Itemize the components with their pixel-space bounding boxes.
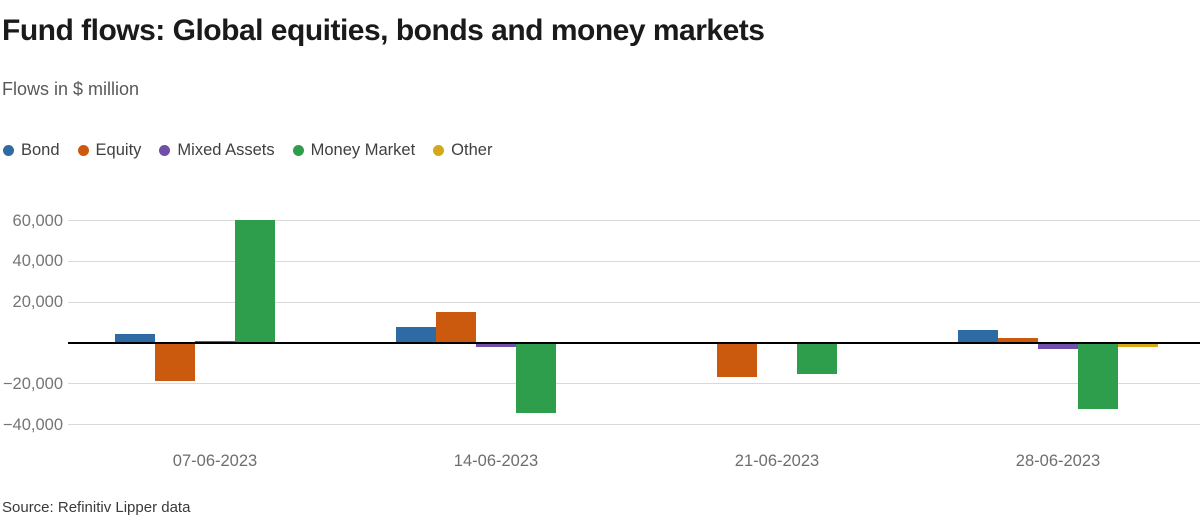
bar-money-market-07-06-2023 bbox=[235, 219, 275, 343]
bar-equity-21-06-2023 bbox=[717, 343, 757, 378]
x-axis-tick-14-06-2023: 14-06-2023 bbox=[453, 452, 539, 470]
bar-bond-07-06-2023 bbox=[115, 334, 155, 343]
legend-item-money-market: Money Market bbox=[292, 141, 416, 160]
chart-subtitle: Flows in $ million bbox=[2, 79, 140, 99]
gridline--40000 bbox=[68, 424, 1200, 426]
legend-label-equity: Equity bbox=[95, 141, 142, 159]
legend-dot-money-market bbox=[292, 145, 304, 156]
y-axis-tick-40000: 40,000 bbox=[12, 252, 63, 271]
x-axis-tick-21-06-2023: 21-06-2023 bbox=[734, 452, 820, 470]
bar-other-28-06-2023 bbox=[1118, 343, 1158, 347]
chart-title: Fund flows: Global equities, bonds and m… bbox=[2, 14, 765, 47]
x-axis-tick-07-06-2023: 07-06-2023 bbox=[172, 452, 258, 470]
gridline--20000 bbox=[68, 383, 1200, 385]
plot-area: 60,000 40,000 20,000 −20,000 −40,000 07-06-20… bbox=[0, 205, 1200, 495]
legend-label-money-market: Money Market bbox=[310, 141, 416, 159]
bar-money-market-14-06-2023 bbox=[516, 343, 556, 413]
legend-item-equity: Equity bbox=[77, 141, 142, 160]
y-axis-tick-20000: 20,000 bbox=[12, 293, 63, 312]
bar-mixed-assets-28-06-2023 bbox=[1038, 343, 1078, 349]
gridline-40000 bbox=[68, 260, 1200, 262]
gridline-20000 bbox=[68, 301, 1200, 303]
y-axis-tick-60000: 60,000 bbox=[12, 211, 63, 230]
legend-dot-bond bbox=[3, 145, 14, 156]
legend-dot-other bbox=[433, 145, 445, 156]
bar-money-market-21-06-2023 bbox=[797, 343, 837, 375]
bar-money-market-28-06-2023 bbox=[1078, 343, 1118, 409]
y-axis-tick--40000: −40,000 bbox=[2, 415, 63, 434]
gridline-60000 bbox=[68, 220, 1200, 222]
bar-bond-28-06-2023 bbox=[958, 329, 998, 343]
legend-dot-equity bbox=[77, 145, 89, 156]
legend-label-bond: Bond bbox=[21, 141, 60, 159]
bar-equity-14-06-2023 bbox=[436, 311, 476, 343]
legend-label-mixed-assets: Mixed Assets bbox=[177, 141, 275, 159]
legend-item-other: Other bbox=[433, 141, 492, 160]
y-axis-tick--20000: −20,000 bbox=[2, 374, 63, 393]
legend-dot-mixed-assets bbox=[159, 145, 171, 156]
bar-bond-14-06-2023 bbox=[396, 327, 436, 343]
bar-equity-07-06-2023 bbox=[155, 343, 195, 382]
legend-label-other: Other bbox=[451, 141, 493, 159]
legend-item-bond: Bond bbox=[3, 141, 60, 160]
legend-item-mixed-assets: Mixed Assets bbox=[159, 141, 275, 160]
legend: Bond Equity Mixed Assets Money Market Other bbox=[3, 141, 492, 160]
bar-equity-28-06-2023 bbox=[998, 338, 1038, 343]
bar-mixed-assets-14-06-2023 bbox=[476, 343, 516, 347]
x-axis-tick-28-06-2023: 28-06-2023 bbox=[1015, 452, 1101, 470]
zero-axis-line bbox=[68, 342, 1200, 344]
source-note: Source: Refinitiv Lipper data bbox=[2, 499, 191, 516]
